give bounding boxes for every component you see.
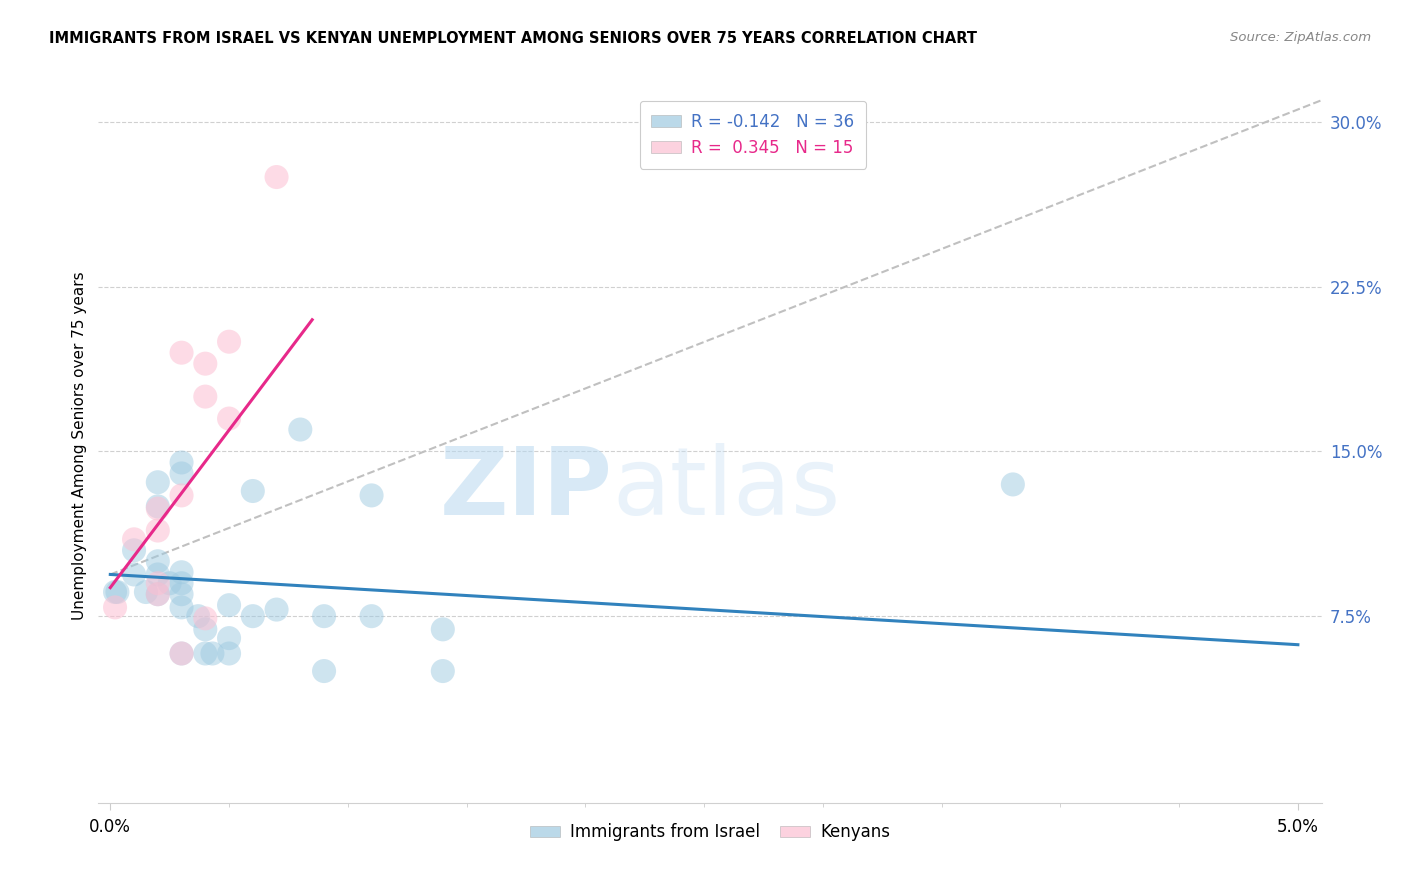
Point	[218, 647, 240, 661]
Point	[146, 554, 169, 568]
Point	[159, 576, 181, 591]
Point	[135, 585, 157, 599]
Point	[146, 567, 169, 582]
Point	[146, 576, 169, 591]
Point	[218, 411, 240, 425]
Point	[266, 169, 288, 184]
Text: atlas: atlas	[612, 442, 841, 535]
Point	[170, 647, 193, 661]
Point	[1001, 477, 1024, 491]
Point	[312, 664, 335, 678]
Point	[170, 576, 193, 591]
Point	[432, 623, 454, 637]
Point	[201, 647, 224, 661]
Point	[290, 423, 312, 437]
Point	[122, 533, 145, 547]
Point	[107, 585, 129, 599]
Text: ZIP: ZIP	[439, 442, 612, 535]
Text: Source: ZipAtlas.com: Source: ZipAtlas.com	[1230, 31, 1371, 45]
Point	[170, 647, 193, 661]
Point	[170, 600, 193, 615]
Point	[218, 598, 240, 612]
Point	[122, 567, 145, 582]
Point	[122, 543, 145, 558]
Point	[218, 334, 240, 349]
Point	[194, 390, 217, 404]
Point	[194, 623, 217, 637]
Point	[360, 488, 382, 502]
Point	[104, 585, 127, 599]
Point	[170, 587, 193, 601]
Point	[187, 609, 209, 624]
Point	[146, 524, 169, 538]
Point	[146, 500, 169, 514]
Point	[194, 647, 217, 661]
Point	[170, 455, 193, 469]
Point	[146, 587, 169, 601]
Point	[146, 501, 169, 516]
Point	[242, 609, 264, 624]
Point	[146, 587, 169, 601]
Point	[170, 488, 193, 502]
Point	[170, 566, 193, 580]
Point	[312, 609, 335, 624]
Point	[194, 357, 217, 371]
Point	[218, 631, 240, 645]
Point	[432, 664, 454, 678]
Y-axis label: Unemployment Among Seniors over 75 years: Unemployment Among Seniors over 75 years	[72, 272, 87, 620]
Point	[266, 602, 288, 616]
Text: IMMIGRANTS FROM ISRAEL VS KENYAN UNEMPLOYMENT AMONG SENIORS OVER 75 YEARS CORREL: IMMIGRANTS FROM ISRAEL VS KENYAN UNEMPLO…	[49, 31, 977, 46]
Point	[170, 345, 193, 359]
Legend: Immigrants from Israel, Kenyans: Immigrants from Israel, Kenyans	[523, 817, 897, 848]
Point	[242, 483, 264, 498]
Point	[146, 475, 169, 490]
Point	[170, 467, 193, 481]
Point	[104, 600, 127, 615]
Point	[360, 609, 382, 624]
Point	[194, 611, 217, 625]
